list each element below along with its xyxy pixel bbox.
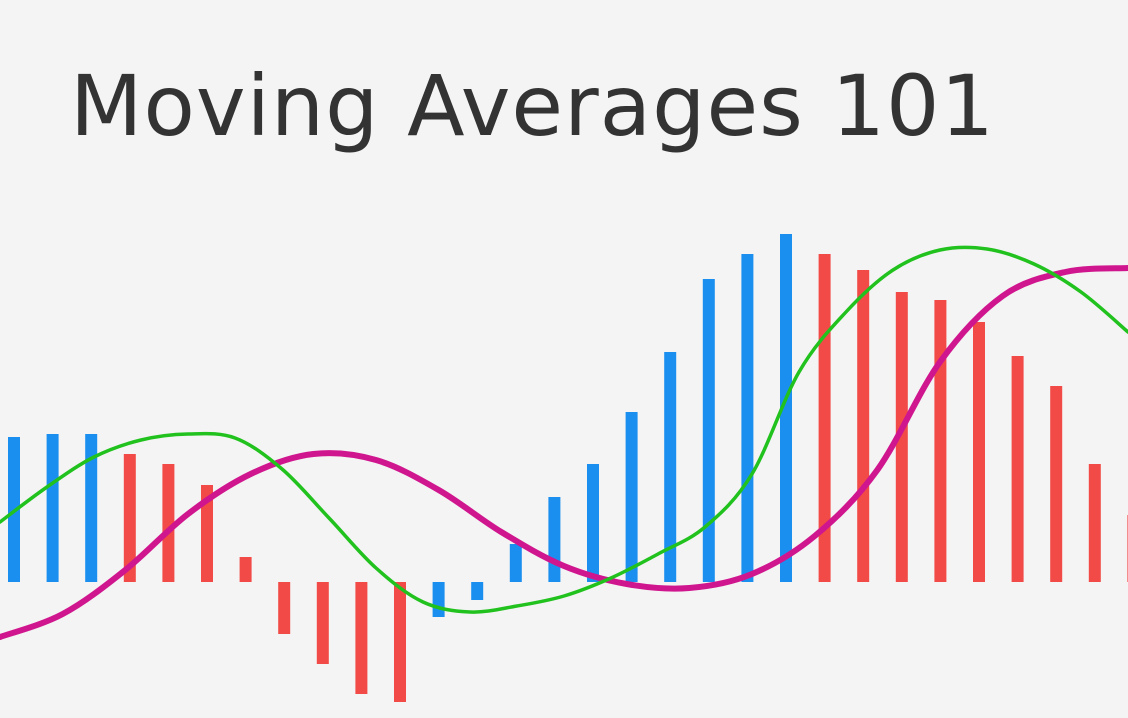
histogram-bar xyxy=(471,582,484,600)
histogram-bar xyxy=(702,279,715,582)
histogram-bar xyxy=(85,434,98,582)
histogram-bars xyxy=(8,234,1128,702)
histogram-bar xyxy=(509,544,522,582)
slow-moving-average-line xyxy=(0,265,1128,640)
fast-moving-average-line xyxy=(0,245,1128,614)
histogram-bar xyxy=(587,464,599,582)
histogram-bar xyxy=(1050,386,1063,582)
histogram-bar xyxy=(934,300,947,582)
histogram-bar xyxy=(780,234,792,582)
histogram-bar xyxy=(239,557,252,582)
histogram-bar xyxy=(895,292,908,582)
histogram-bar xyxy=(278,582,291,634)
histogram-bar xyxy=(818,254,831,582)
page-title: Moving Averages 101 xyxy=(70,57,995,155)
histogram-bar xyxy=(316,582,329,664)
histogram-bar xyxy=(432,582,445,617)
histogram-bar xyxy=(201,485,213,582)
histogram-bar xyxy=(394,582,406,702)
histogram-bar xyxy=(625,412,638,582)
histogram-bar xyxy=(973,322,985,582)
histogram-bar xyxy=(162,464,175,582)
histogram-bar xyxy=(548,497,561,582)
histogram-bar xyxy=(123,454,136,582)
histogram-bar xyxy=(857,270,870,582)
histogram-bar xyxy=(741,254,754,582)
histogram-bar xyxy=(355,582,368,694)
histogram-bar xyxy=(664,352,677,582)
histogram-bar xyxy=(1088,464,1101,582)
histogram-bar xyxy=(1011,356,1024,582)
histogram-bar xyxy=(46,434,59,582)
moving-average-lines xyxy=(0,245,1128,640)
